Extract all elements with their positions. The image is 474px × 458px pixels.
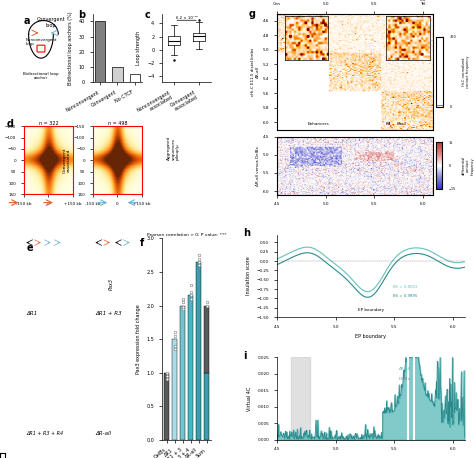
Point xyxy=(195,255,202,262)
Point xyxy=(171,342,178,349)
Point xyxy=(179,295,186,303)
Text: EP boundary: EP boundary xyxy=(358,308,384,311)
Text: R4: R4 xyxy=(386,122,392,126)
Text: 6.2 × 10⁻⁴⁰: 6.2 × 10⁻⁴⁰ xyxy=(176,16,198,20)
Text: Bidirectional loop
anchor: Bidirectional loop anchor xyxy=(23,72,59,81)
Text: g: g xyxy=(249,9,256,19)
Text: c: c xyxy=(145,11,150,20)
Text: ΔR-all: ΔR-all xyxy=(399,367,411,371)
Point xyxy=(203,302,210,309)
Y-axis label: cHi-C E11.5 distal limbs
ΔR-all: cHi-C E11.5 distal limbs ΔR-all xyxy=(251,48,260,96)
Point xyxy=(171,345,178,353)
Point xyxy=(179,305,186,312)
Text: e: e xyxy=(26,243,33,253)
Text: Pax3: Pax3 xyxy=(109,278,114,290)
Text: f: f xyxy=(140,239,144,249)
Text: ΔR1 + R3: ΔR1 + R3 xyxy=(95,311,122,316)
Point xyxy=(195,262,202,269)
Text: Pax3: Pax3 xyxy=(396,122,407,126)
Y-axis label: Convergent
associated: Convergent associated xyxy=(63,147,71,173)
Text: Nonconvergent
loop: Nonconvergent loop xyxy=(25,38,57,46)
Bar xyxy=(196,262,201,440)
Text: BS = 0.9895: BS = 0.9895 xyxy=(393,294,418,298)
Text: Enhancers: Enhancers xyxy=(308,122,329,126)
Point xyxy=(163,376,170,383)
Text: Convergent
loop: Convergent loop xyxy=(36,17,65,28)
Text: ΔR1: ΔR1 xyxy=(26,311,37,316)
Bar xyxy=(180,305,185,440)
Bar xyxy=(112,67,123,82)
Point xyxy=(187,292,194,299)
Title: n = 322: n = 322 xyxy=(38,121,58,126)
Bar xyxy=(291,357,310,440)
Text: Aggregated
sequences
pileup/μ: Aggregated sequences pileup/μ xyxy=(167,136,180,160)
Y-axis label: Hi-C normalized
contact frequency: Hi-C normalized contact frequency xyxy=(462,55,471,88)
Bar xyxy=(164,373,169,440)
Point xyxy=(163,372,170,380)
Point xyxy=(163,369,170,376)
Text: h: h xyxy=(243,229,250,238)
Title: n = 498: n = 498 xyxy=(108,121,127,126)
Y-axis label: Loop strength: Loop strength xyxy=(137,31,141,65)
Point xyxy=(187,295,194,303)
Bar xyxy=(204,373,209,440)
Point xyxy=(179,299,186,306)
Text: a: a xyxy=(24,16,30,26)
Text: ΔR1 + R3 + R4: ΔR1 + R3 + R4 xyxy=(26,431,64,436)
Point xyxy=(171,329,178,336)
Text: b: b xyxy=(78,11,85,20)
Point xyxy=(171,332,178,339)
Y-axis label: Nonconvergent
associated: Nonconvergent associated xyxy=(0,143,2,177)
Bar xyxy=(129,75,140,82)
Text: d: d xyxy=(7,119,13,129)
Y-axis label: Virtual 4C: Virtual 4C xyxy=(247,387,252,411)
Y-axis label: differential
contact
frequency: differential contact frequency xyxy=(461,156,474,175)
Y-axis label: ΔR-all versus DelBs: ΔR-all versus DelBs xyxy=(256,146,260,185)
Text: i: i xyxy=(243,351,246,361)
Y-axis label: Bidirectional loop anchors (%): Bidirectional loop anchors (%) xyxy=(68,11,73,85)
Y-axis label: Pax3 expression fold change: Pax3 expression fold change xyxy=(136,304,141,374)
X-axis label: EP boundary: EP boundary xyxy=(355,334,386,339)
Title: Pearson correlation > 0; P value: ***: Pearson correlation > 0; P value: *** xyxy=(147,233,227,237)
Y-axis label: Insulation score: Insulation score xyxy=(246,256,251,295)
Bar xyxy=(188,295,193,440)
Point xyxy=(195,258,202,266)
Bar xyxy=(204,305,209,373)
Point xyxy=(187,289,194,296)
Point xyxy=(195,251,202,259)
Point xyxy=(179,303,186,311)
Bar xyxy=(172,339,177,440)
Bar xyxy=(95,22,105,82)
Text: DelBs: DelBs xyxy=(399,377,410,382)
Point xyxy=(203,299,210,306)
FancyBboxPatch shape xyxy=(37,45,45,52)
Text: ΔR-all: ΔR-all xyxy=(95,431,111,436)
Point xyxy=(187,282,194,289)
Text: BS = 0.8063: BS = 0.8063 xyxy=(393,285,418,289)
